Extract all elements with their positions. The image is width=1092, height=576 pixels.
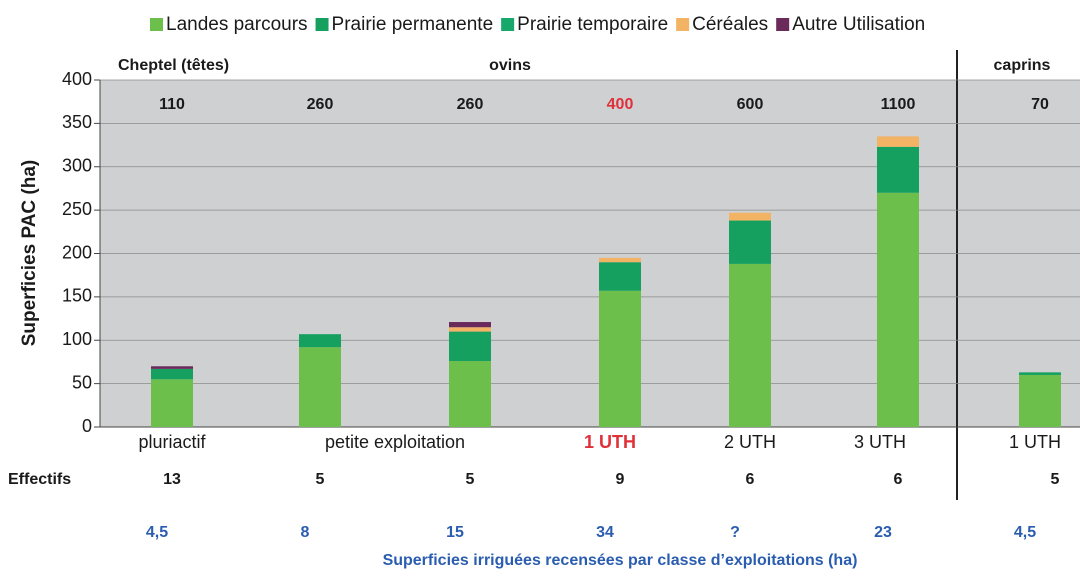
effectifs-value: 5: [1051, 471, 1060, 488]
cheptel-value: 260: [457, 96, 484, 113]
bar-segment: [299, 334, 341, 348]
legend-label: Landes parcours: [166, 14, 308, 35]
effectifs-value: 13: [163, 471, 181, 488]
effectifs-title: Effectifs: [8, 471, 71, 488]
bar-segment: [599, 257, 641, 263]
group-label: caprins: [994, 57, 1051, 74]
bar-segment: [151, 368, 193, 380]
x-tick-label: 1 UTH: [1009, 432, 1061, 452]
irrigated-value: 15: [446, 524, 464, 541]
bar-segment: [599, 290, 641, 427]
effectifs-value: 5: [466, 471, 475, 488]
legend-swatch: [315, 18, 329, 31]
bar-segment: [877, 136, 919, 147]
cheptel-value: 70: [1031, 96, 1049, 113]
cheptel-value: 600: [737, 96, 764, 113]
cheptel-value: 260: [307, 96, 334, 113]
bar-segment: [729, 212, 771, 221]
effectifs-value: 9: [616, 471, 625, 488]
bar-segment: [449, 327, 491, 332]
y-tick-label: 150: [62, 286, 92, 306]
irrigated-value: ?: [730, 524, 740, 541]
bar-segment: [729, 263, 771, 427]
x-tick-label: petite exploitation: [325, 432, 465, 452]
y-tick-label: 350: [62, 112, 92, 132]
x-tick-label: 1 UTH: [584, 432, 636, 452]
irrigated-value: 23: [874, 524, 892, 541]
group-label: ovins: [489, 57, 531, 74]
bar-segment: [299, 347, 341, 427]
irrigated-value: 34: [596, 524, 614, 541]
cheptel-title: Cheptel (têtes): [118, 57, 229, 74]
bar-segment: [877, 192, 919, 427]
bar-segment: [729, 220, 771, 264]
y-tick-label: 200: [62, 242, 92, 262]
bar-segment: [449, 331, 491, 362]
bar-segment: [151, 366, 193, 369]
legend-swatch: [150, 18, 163, 31]
irrigated-title: Superficies irriguées recensées par clas…: [383, 552, 858, 569]
x-tick-label: pluriactif: [138, 432, 206, 452]
bar-segment: [877, 146, 919, 193]
irrigated-value: 4,5: [1014, 524, 1036, 541]
bar-segment: [1019, 372, 1061, 375]
y-tick-label: 250: [62, 199, 92, 219]
legend-label: Prairie permanente: [332, 14, 494, 35]
legend-label: Autre Utilisation: [792, 14, 925, 35]
y-tick-label: 0: [82, 416, 92, 436]
effectifs-value: 6: [746, 471, 755, 488]
cheptel-value: 1100: [881, 96, 916, 113]
legend-label: Céréales: [692, 14, 768, 35]
x-tick-label: 3 UTH: [854, 432, 906, 452]
legend-swatch: [776, 18, 790, 31]
effectifs-value: 5: [316, 471, 325, 488]
y-tick-label: 50: [72, 372, 92, 392]
cheptel-value: 400: [607, 96, 634, 113]
irrigated-value: 4,5: [146, 524, 168, 541]
legend-swatch: [501, 18, 515, 31]
y-tick-label: 300: [62, 156, 92, 176]
bar-segment: [449, 322, 491, 328]
bar-segment: [1019, 374, 1061, 427]
bar-segment: [151, 379, 193, 427]
y-tick-label: 100: [62, 329, 92, 349]
legend-swatch: [676, 18, 690, 31]
bar-segment: [599, 262, 641, 291]
bar-segment: [449, 361, 491, 427]
irrigated-value: 8: [301, 524, 310, 541]
cheptel-value: 110: [159, 96, 185, 113]
x-tick-label: 2 UTH: [724, 432, 776, 452]
y-tick-label: 400: [62, 69, 92, 89]
effectifs-value: 6: [894, 471, 903, 488]
legend-label: Prairie temporaire: [517, 14, 668, 35]
y-axis-label: Superficies PAC (ha): [19, 160, 40, 347]
